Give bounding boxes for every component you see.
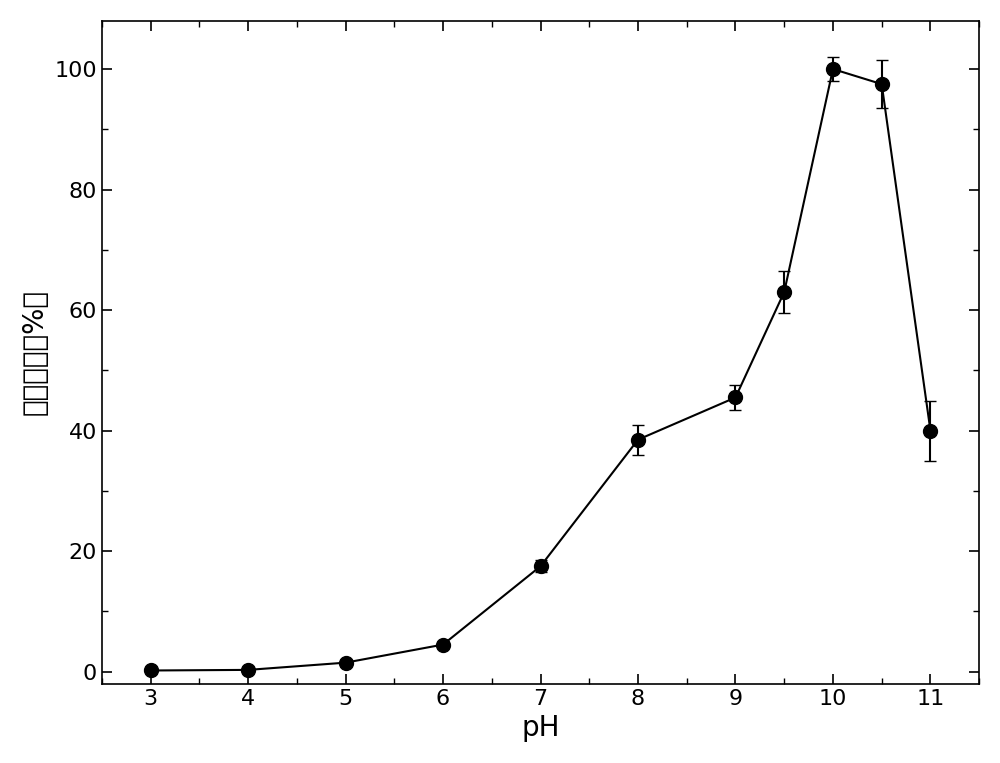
Y-axis label: 相对活性（%）: 相对活性（%） (21, 289, 49, 415)
X-axis label: pH: pH (521, 714, 560, 742)
